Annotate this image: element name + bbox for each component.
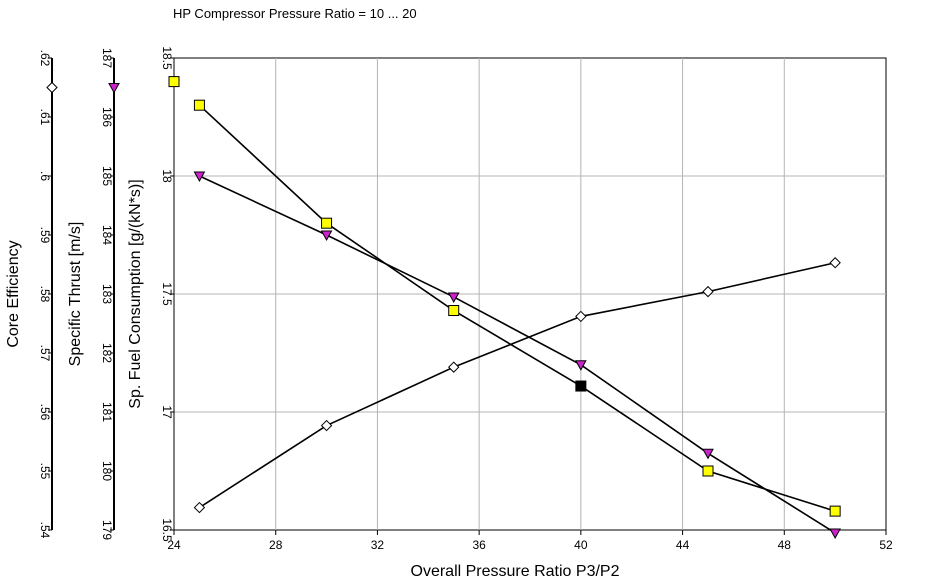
data-point-sfc bbox=[702, 465, 714, 477]
data-point-sfc bbox=[193, 99, 205, 111]
data-point-eff bbox=[829, 257, 841, 269]
y-axis-label-sfc: Sp. Fuel Consumption [g/(kN*s)] bbox=[127, 179, 144, 408]
data-point-thrust bbox=[193, 171, 206, 183]
x-tick-label: 40 bbox=[574, 538, 588, 552]
data-point-eff bbox=[448, 361, 460, 373]
y-tick-label: .62 bbox=[38, 50, 52, 67]
x-tick-label: 36 bbox=[472, 538, 486, 552]
y-tick-label: 181 bbox=[100, 402, 114, 422]
data-markers bbox=[46, 76, 841, 539]
y-tick-label: .57 bbox=[38, 345, 52, 362]
y-axis-eff: .54 .55 .56 .57 .58 .59 .6 .61 .62 Core Efficienc… bbox=[5, 50, 53, 539]
data-point-thrust bbox=[320, 230, 333, 242]
data-point-sfc bbox=[575, 380, 587, 392]
x-tick-label: 52 bbox=[879, 538, 893, 552]
y-tick-label: 16.5 bbox=[160, 518, 174, 542]
y-tick-label: 179 bbox=[100, 520, 114, 540]
y-tick-label: 18.5 bbox=[160, 46, 174, 70]
data-point-sfc bbox=[448, 305, 460, 317]
data-point-sfc bbox=[829, 505, 841, 517]
y-axis-label-eff: Core Efficiency bbox=[5, 240, 22, 347]
y-tick-label: .58 bbox=[38, 286, 52, 303]
y-tick-label: .61 bbox=[38, 109, 52, 126]
x-axis-label: Overall Pressure Ratio P3/P2 bbox=[411, 563, 620, 580]
y-tick-label: 183 bbox=[100, 284, 114, 304]
data-point-eff bbox=[575, 310, 587, 323]
series-line-eff bbox=[198, 261, 836, 509]
data-point-eff bbox=[320, 419, 333, 432]
x-tick-label: 24 bbox=[167, 538, 181, 552]
y-tick-label: 17 bbox=[160, 405, 174, 419]
y-tick-label: .6 bbox=[38, 171, 52, 181]
data-point-sfc bbox=[321, 217, 333, 229]
y-tick-label: 18 bbox=[160, 169, 174, 183]
data-point-thrust bbox=[575, 360, 587, 371]
data-point-eff bbox=[193, 501, 206, 514]
x-tick-label: 32 bbox=[371, 538, 385, 552]
y-axis-label-thrust: Specific Thrust [m/s] bbox=[67, 222, 84, 367]
data-point-thrust bbox=[447, 292, 460, 303]
y-tick-label: .56 bbox=[38, 404, 52, 421]
x-tick-labels: 24 28 32 36 40 44 48 52 bbox=[167, 530, 893, 552]
data-point-thrust bbox=[829, 528, 841, 539]
chart-title: HP Compressor Pressure Ratio = 10 ... 20 bbox=[173, 6, 417, 21]
data-point-thrust bbox=[702, 448, 714, 460]
x-tick-label: 28 bbox=[269, 538, 283, 552]
y-tick-label: 182 bbox=[100, 343, 114, 363]
y-tick-label: 187 bbox=[100, 48, 114, 68]
y-axis-thrust: 179 180 181 182 183 184 185 186 187 Specific Thru… bbox=[67, 48, 115, 540]
x-tick-label: 44 bbox=[676, 538, 690, 552]
y-axes: 16.5 17 17.5 18 18.5 Sp. Fuel Consumption [g/… bbox=[5, 46, 175, 542]
y-tick-label: 180 bbox=[100, 461, 114, 481]
grid bbox=[173, 57, 887, 531]
y-tick-label: .55 bbox=[38, 463, 52, 480]
series-line-sfc bbox=[198, 104, 836, 512]
axis-marker-eff bbox=[46, 81, 58, 94]
axis-marker-sfc bbox=[168, 76, 180, 88]
series bbox=[198, 104, 836, 534]
axis-marker-thrust bbox=[108, 83, 120, 94]
y-tick-label: 186 bbox=[100, 107, 114, 127]
y-tick-label: 185 bbox=[100, 166, 114, 186]
series-line-thrust bbox=[199, 175, 836, 534]
y-tick-label: 184 bbox=[100, 225, 114, 245]
y-axis-sfc: 16.5 17 17.5 18 18.5 Sp. Fuel Consumption [g/… bbox=[127, 46, 175, 542]
y-tick-label: .59 bbox=[38, 227, 52, 244]
data-point-eff bbox=[702, 285, 714, 298]
y-tick-label: 17.5 bbox=[160, 282, 174, 306]
y-tick-label: .54 bbox=[38, 522, 52, 539]
x-tick-label: 48 bbox=[778, 538, 792, 552]
